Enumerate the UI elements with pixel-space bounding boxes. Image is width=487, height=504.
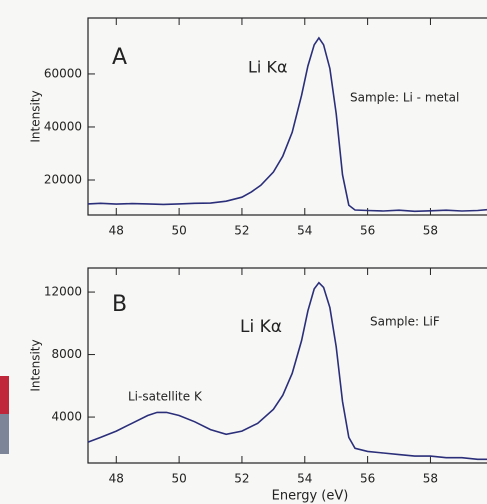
x-tick-label: 48 [109, 472, 124, 486]
x-tick-label: 48 [109, 224, 124, 238]
y-tick-label: 60000 [44, 66, 82, 80]
x-tick-label: 50 [171, 472, 186, 486]
peak-label: Li Kα [240, 317, 282, 337]
plot-frame [87, 17, 487, 216]
data-line [87, 281, 487, 461]
photo-edge [0, 414, 9, 454]
photo-edge [0, 376, 9, 414]
plot-frame [87, 267, 487, 464]
y-tick-label: 20000 [44, 173, 82, 187]
x-tick-label: 54 [297, 472, 312, 486]
sample-label: Sample: LiF [370, 315, 440, 329]
y-tick-label: 40000 [44, 119, 82, 133]
satellite-label: Li-satellite K [128, 390, 203, 404]
x-tick-label: 58 [423, 224, 438, 238]
peak-label: Li Kα [248, 58, 287, 77]
x-tick-label: 50 [171, 224, 186, 238]
y-axis-label: Intensity [29, 339, 43, 391]
y-tick-label: 12000 [44, 285, 82, 299]
data-line [87, 36, 487, 213]
x-tick-label: 56 [360, 224, 375, 238]
x-tick-label: 58 [423, 472, 438, 486]
x-tick-label: 52 [234, 224, 249, 238]
panel-label: A [112, 45, 127, 70]
sample-label: Sample: Li - metal [350, 91, 459, 105]
x-axis-label: Energy (eV) [272, 489, 349, 504]
x-tick-label: 54 [297, 224, 312, 238]
y-axis-label: Intensity [29, 90, 43, 142]
x-tick-label: 56 [360, 472, 375, 486]
y-tick-label: 4000 [51, 410, 82, 424]
y-tick-label: 8000 [51, 347, 82, 361]
x-tick-label: 52 [234, 472, 249, 486]
panel-label: B [112, 292, 127, 317]
